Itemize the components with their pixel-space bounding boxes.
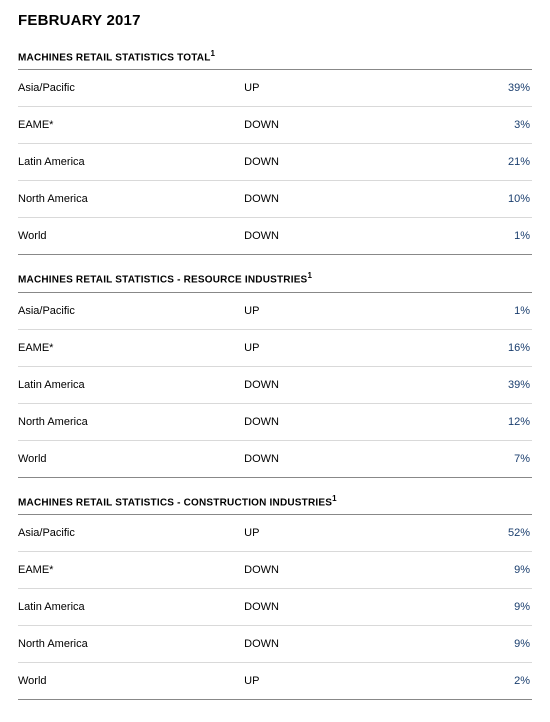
cell-percent: 1% — [429, 230, 532, 242]
cell-direction: DOWN — [244, 230, 429, 242]
cell-direction: DOWN — [244, 193, 429, 205]
cell-percent: 39% — [429, 82, 532, 94]
page-title: FEBRUARY 2017 — [18, 12, 532, 29]
cell-region: EAME* — [18, 564, 244, 576]
table-row: Asia/Pacific UP 52% — [18, 515, 532, 552]
cell-direction: DOWN — [244, 379, 429, 391]
cell-percent: 9% — [429, 601, 532, 613]
table-row: World DOWN 1% — [18, 218, 532, 255]
section-total: MACHINES RETAIL STATISTICS TOTAL1 Asia/P… — [18, 43, 532, 255]
cell-percent: 9% — [429, 564, 532, 576]
footnote-marker: 1 — [307, 271, 312, 280]
table-row: North America DOWN 10% — [18, 181, 532, 218]
cell-region: Latin America — [18, 156, 244, 168]
cell-percent: 7% — [429, 453, 532, 465]
cell-direction: UP — [244, 342, 429, 354]
cell-direction: UP — [244, 675, 429, 687]
cell-percent: 10% — [429, 193, 532, 205]
cell-direction: DOWN — [244, 156, 429, 168]
cell-direction: DOWN — [244, 601, 429, 613]
table-row: World UP 2% — [18, 663, 532, 700]
table-row: North America DOWN 9% — [18, 626, 532, 663]
cell-percent: 3% — [429, 119, 532, 131]
cell-region: World — [18, 675, 244, 687]
table-row: Asia/Pacific UP 1% — [18, 293, 532, 330]
table-row: World DOWN 7% — [18, 441, 532, 478]
cell-region: Asia/Pacific — [18, 527, 244, 539]
cell-region: North America — [18, 193, 244, 205]
section-title: MACHINES RETAIL STATISTICS - RESOURCE IN… — [18, 275, 307, 286]
cell-region: World — [18, 453, 244, 465]
cell-percent: 1% — [429, 305, 532, 317]
cell-region: North America — [18, 416, 244, 428]
table-row: Latin America DOWN 21% — [18, 144, 532, 181]
table-row: EAME* DOWN 9% — [18, 552, 532, 589]
cell-direction: DOWN — [244, 119, 429, 131]
cell-direction: DOWN — [244, 564, 429, 576]
section-resource: MACHINES RETAIL STATISTICS - RESOURCE IN… — [18, 265, 532, 477]
cell-direction: UP — [244, 82, 429, 94]
cell-region: Asia/Pacific — [18, 82, 244, 94]
section-title: MACHINES RETAIL STATISTICS - CONSTRUCTIO… — [18, 497, 332, 508]
cell-direction: DOWN — [244, 453, 429, 465]
cell-percent: 9% — [429, 638, 532, 650]
cell-direction: UP — [244, 305, 429, 317]
cell-region: Latin America — [18, 379, 244, 391]
footnote-marker: 1 — [211, 49, 216, 58]
cell-region: World — [18, 230, 244, 242]
cell-direction: DOWN — [244, 416, 429, 428]
cell-region: Asia/Pacific — [18, 305, 244, 317]
cell-direction: DOWN — [244, 638, 429, 650]
cell-region: Latin America — [18, 601, 244, 613]
cell-percent: 52% — [429, 527, 532, 539]
table-row: EAME* DOWN 3% — [18, 107, 532, 144]
cell-region: North America — [18, 638, 244, 650]
section-title: MACHINES RETAIL STATISTICS TOTAL — [18, 52, 211, 63]
section-header: MACHINES RETAIL STATISTICS TOTAL1 — [18, 43, 532, 70]
table-row: North America DOWN 12% — [18, 404, 532, 441]
cell-percent: 12% — [429, 416, 532, 428]
cell-percent: 16% — [429, 342, 532, 354]
footnote-marker: 1 — [332, 494, 337, 503]
table-row: Latin America DOWN 39% — [18, 367, 532, 404]
cell-percent: 39% — [429, 379, 532, 391]
table-row: Asia/Pacific UP 39% — [18, 70, 532, 107]
section-construction: MACHINES RETAIL STATISTICS - CONSTRUCTIO… — [18, 488, 532, 700]
table-row: Latin America DOWN 9% — [18, 589, 532, 626]
cell-direction: UP — [244, 527, 429, 539]
cell-percent: 21% — [429, 156, 532, 168]
table-row: EAME* UP 16% — [18, 330, 532, 367]
section-header: MACHINES RETAIL STATISTICS - CONSTRUCTIO… — [18, 488, 532, 515]
cell-region: EAME* — [18, 119, 244, 131]
cell-region: EAME* — [18, 342, 244, 354]
cell-percent: 2% — [429, 675, 532, 687]
section-header: MACHINES RETAIL STATISTICS - RESOURCE IN… — [18, 265, 532, 292]
